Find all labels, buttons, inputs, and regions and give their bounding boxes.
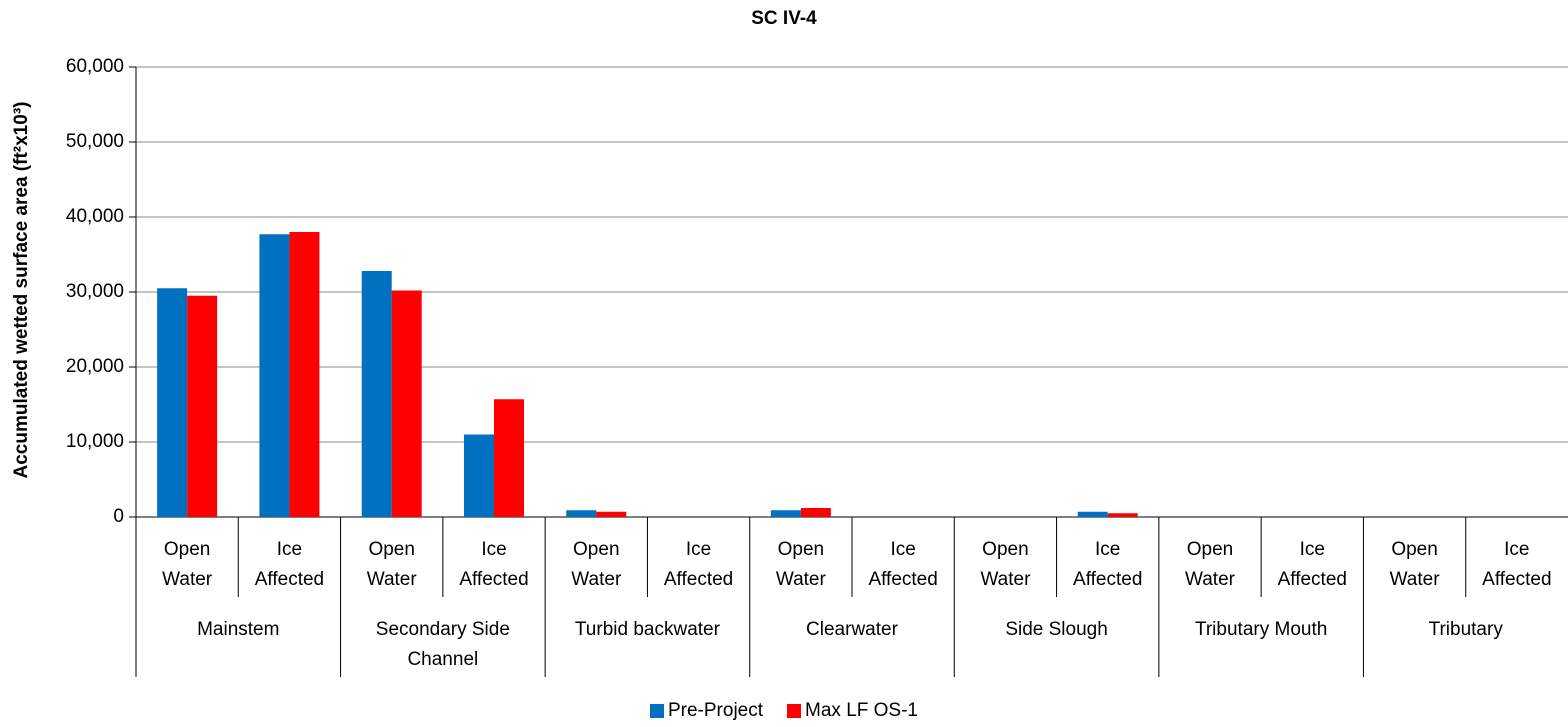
legend-item: Max LF OS-1: [787, 700, 918, 722]
x-tick-label: Open Water: [775, 539, 826, 590]
y-tick-label: 30,000: [65, 281, 124, 302]
x-tick-label: Ice Affected: [254, 539, 325, 590]
group-label: Tributary: [1428, 619, 1503, 640]
y-tick-label: 50,000: [65, 131, 124, 152]
bar: [259, 234, 290, 517]
x-tick-label: Ice Affected: [1482, 539, 1552, 590]
legend-swatch: [787, 704, 802, 718]
bar: [157, 288, 188, 517]
bar: [1077, 511, 1108, 517]
y-tick-label: 0: [113, 506, 124, 527]
bar: [596, 511, 627, 517]
y-tick-label: 40,000: [65, 206, 124, 227]
group-label: Side Slough: [1005, 619, 1108, 640]
bar: [464, 434, 494, 517]
bar: [289, 232, 320, 517]
bar: [361, 271, 392, 517]
group-label: Mainstem: [197, 619, 280, 640]
x-tick-label: Ice Affected: [459, 539, 529, 590]
x-tick-label: Ice Affected: [868, 539, 938, 590]
bar: [187, 295, 218, 517]
y-tick-label: 20,000: [65, 356, 124, 377]
bar: [566, 510, 597, 517]
x-tick-label: Open Water: [571, 539, 622, 590]
group-label: Tributary Mouth: [1194, 619, 1328, 640]
x-tick-label: Open Water: [1185, 539, 1235, 590]
legend-label: Pre-Project: [667, 700, 764, 721]
x-tick-label: Open Water: [366, 539, 417, 590]
y-tick-label: 60,000: [65, 56, 124, 77]
chart-title: SC IV-4: [751, 8, 817, 29]
bar: [391, 290, 422, 517]
x-tick-label: Open Water: [162, 539, 213, 590]
legend: Pre-Project Max LF OS-1: [0, 700, 1568, 722]
group-label: Clearwater: [806, 619, 898, 640]
x-tick-label: Ice Affected: [1277, 539, 1347, 590]
legend-item: Pre-Project: [649, 700, 764, 722]
bar: [770, 510, 801, 517]
x-tick-label: Open Water: [980, 539, 1031, 590]
legend-label: Max LF OS-1: [805, 700, 918, 721]
legend-swatch: [649, 704, 664, 718]
y-tick-label: 10,000: [65, 431, 124, 452]
bar: [1107, 513, 1138, 517]
x-tick-label: Ice Affected: [663, 539, 734, 590]
bar: [800, 508, 831, 517]
group-label: Turbid backwater: [574, 619, 720, 640]
x-tick-label: Ice Affected: [1073, 539, 1143, 590]
bar: [494, 399, 524, 517]
x-tick-label: Open Water: [1389, 539, 1440, 590]
group-label: Secondary Side Channel: [375, 619, 510, 670]
